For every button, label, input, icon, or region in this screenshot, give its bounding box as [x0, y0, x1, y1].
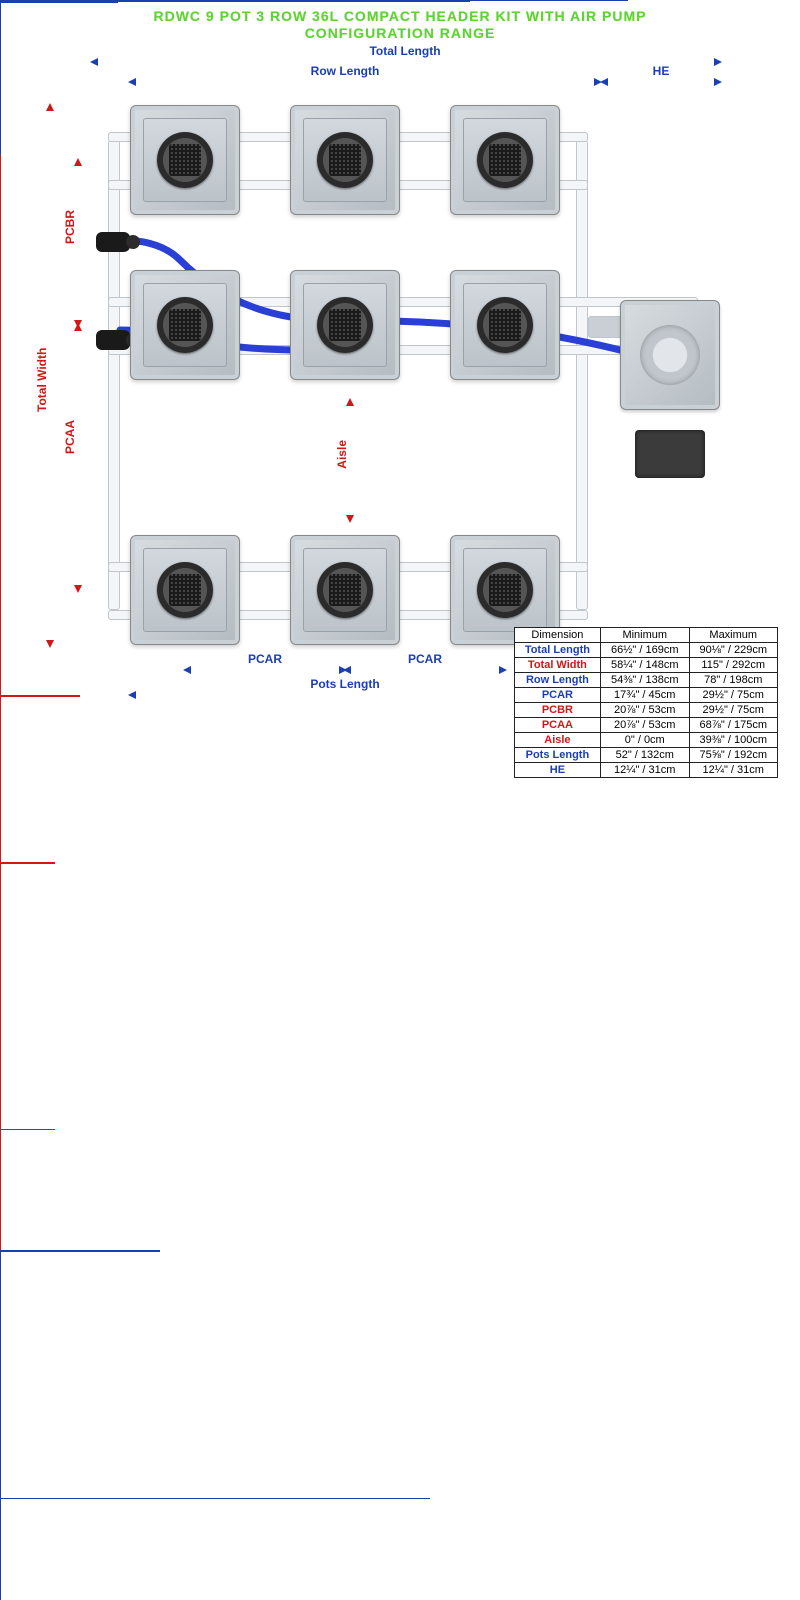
- dim-aisle: [0, 1130, 1, 1250]
- dim-tick: [0, 1252, 1, 1334]
- arrow-icon: [499, 666, 507, 674]
- dim-pots-length: [0, 1498, 430, 1499]
- dim-max: 115" / 292cm: [689, 658, 778, 673]
- title-line2: CONFIGURATION RANGE: [0, 25, 800, 42]
- dim-max: 29½" / 75cm: [689, 688, 778, 703]
- dim-name: Pots Length: [514, 748, 600, 763]
- title-line1: RDWC 9 POT 3 ROW 36L COMPACT HEADER KIT …: [0, 8, 800, 25]
- label-pots-length: Pots Length: [130, 677, 560, 691]
- dim-tick: [0, 1129, 55, 1130]
- table-row: Row Length54⅜" / 138cm78" / 198cm: [514, 673, 777, 688]
- label-total-width: Total Width: [35, 320, 49, 440]
- dim-tick: [0, 863, 55, 864]
- dim-tick: [0, 1499, 1, 1551]
- dim-min: 66½" / 169cm: [601, 643, 690, 658]
- dimension-table: Dimension Minimum Maximum Total Length66…: [514, 627, 778, 778]
- col-maximum: Maximum: [689, 628, 778, 643]
- table-row: Aisle0" / 0cm39⅜" / 100cm: [514, 733, 777, 748]
- label-pcar1: PCAR: [185, 652, 345, 666]
- dim-name: Total Width: [514, 658, 600, 673]
- table-row: Total Width58¼" / 148cm115" / 292cm: [514, 658, 777, 673]
- label-pcar2: PCAR: [345, 652, 505, 666]
- pot: [290, 105, 400, 215]
- dim-min: 20⅞" / 53cm: [601, 718, 690, 733]
- arrow-icon: [46, 640, 54, 648]
- label-pcbr: PCBR: [63, 210, 77, 244]
- pot: [130, 535, 240, 645]
- table-row: Total Length66½" / 169cm90⅛" / 229cm: [514, 643, 777, 658]
- label-row-length: Row Length: [130, 64, 560, 78]
- dim-min: 52" / 132cm: [601, 748, 690, 763]
- dim-tick: [0, 1416, 1, 1498]
- arrow-icon: [90, 58, 98, 66]
- dim-max: 39⅜" / 100cm: [689, 733, 778, 748]
- dim-tick: [0, 1551, 1, 1600]
- arrow-icon: [128, 78, 136, 86]
- dim-tick: [0, 79, 1, 107]
- pot: [450, 270, 560, 380]
- label-he: HE: [602, 64, 720, 78]
- arrow-icon: [74, 323, 82, 331]
- arrow-icon: [346, 515, 354, 523]
- arrow-icon: [183, 666, 191, 674]
- dim-name: PCAR: [514, 688, 600, 703]
- arrow-icon: [128, 691, 136, 699]
- dim-max: 78" / 198cm: [689, 673, 778, 688]
- col-minimum: Minimum: [601, 628, 690, 643]
- dim-total-width: [0, 155, 1, 695]
- dim-name: HE: [514, 763, 600, 778]
- arrow-icon: [600, 78, 608, 86]
- table-row: Pots Length52" / 132cm75⅝" / 192cm: [514, 748, 777, 763]
- table-row: PCAR17¾" / 45cm29½" / 75cm: [514, 688, 777, 703]
- dim-name: PCAA: [514, 718, 600, 733]
- arrow-icon: [343, 666, 351, 674]
- header-tank: [620, 300, 720, 410]
- fitting-icon: [96, 330, 130, 350]
- label-pcaa: PCAA: [63, 420, 77, 454]
- arrow-icon: [74, 158, 82, 166]
- dim-name: Aisle: [514, 733, 600, 748]
- table-row: PCBR20⅞" / 53cm29½" / 75cm: [514, 703, 777, 718]
- arrow-icon: [714, 78, 722, 86]
- label-total-length: Total Length: [90, 44, 720, 58]
- dim-max: 68⅞" / 175cm: [689, 718, 778, 733]
- dim-tick: [0, 51, 1, 79]
- pot: [130, 105, 240, 215]
- dim-max: 12¼" / 31cm: [689, 763, 778, 778]
- dim-pcar2: [0, 1251, 160, 1252]
- dim-min: 20⅞" / 53cm: [601, 703, 690, 718]
- pot: [130, 270, 240, 380]
- page-title: RDWC 9 POT 3 ROW 36L COMPACT HEADER KIT …: [0, 8, 800, 42]
- table-row: PCAA20⅞" / 53cm68⅞" / 175cm: [514, 718, 777, 733]
- table-header-row: Dimension Minimum Maximum: [514, 628, 777, 643]
- dim-name: Row Length: [514, 673, 600, 688]
- pot: [290, 270, 400, 380]
- dim-max: 29½" / 75cm: [689, 703, 778, 718]
- label-aisle: Aisle: [335, 440, 349, 469]
- dim-pcaa: [0, 864, 1, 1129]
- pot: [290, 535, 400, 645]
- arrow-icon: [74, 585, 82, 593]
- dim-tick: [0, 1334, 1, 1416]
- dim-max: 90⅛" / 229cm: [689, 643, 778, 658]
- dim-min: 0" / 0cm: [601, 733, 690, 748]
- arrow-icon: [46, 103, 54, 111]
- table-row: HE12¼" / 31cm12¼" / 31cm: [514, 763, 777, 778]
- dim-min: 54⅜" / 138cm: [601, 673, 690, 688]
- dim-pcbr: [0, 697, 1, 862]
- dim-name: Total Length: [514, 643, 600, 658]
- dim-min: 17¾" / 45cm: [601, 688, 690, 703]
- dim-tick: [0, 696, 80, 697]
- col-dimension: Dimension: [514, 628, 600, 643]
- dim-name: PCBR: [514, 703, 600, 718]
- dim-min: 58¼" / 148cm: [601, 658, 690, 673]
- fitting-icon: [96, 232, 130, 252]
- air-pump: [635, 430, 705, 478]
- pot: [450, 105, 560, 215]
- dim-max: 75⅝" / 192cm: [689, 748, 778, 763]
- dim-he: [0, 2, 118, 3]
- dim-min: 12¼" / 31cm: [601, 763, 690, 778]
- dim-tick: [0, 107, 1, 155]
